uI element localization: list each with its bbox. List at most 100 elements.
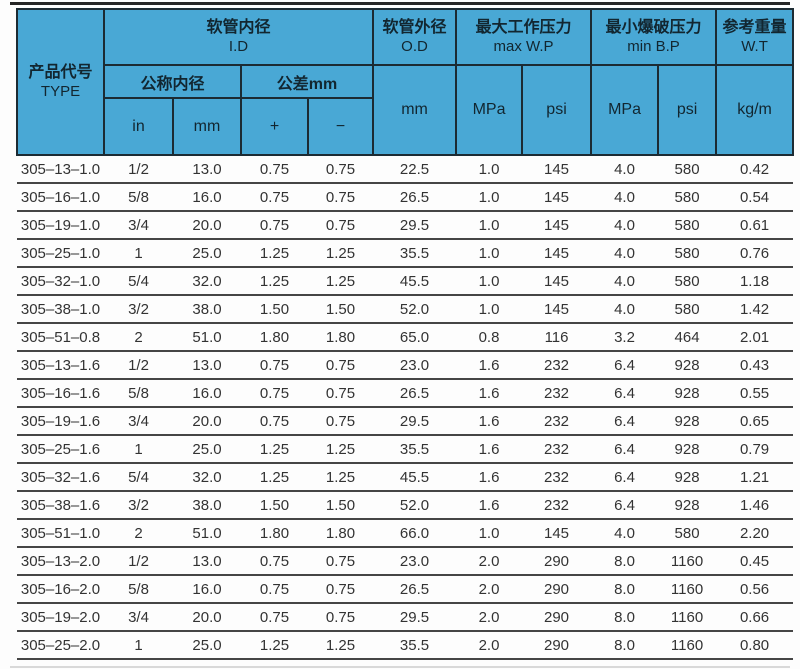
cell-wt-kgm: 0.55	[716, 379, 794, 408]
table-row: 305–38–1.6 3/2 38.0 1.50 1.50 52.0 1.6 232 6.4 92…	[17, 491, 794, 520]
cell-od-mm: 35.5	[373, 239, 457, 268]
cell-wp-psi: 145	[522, 155, 592, 184]
cell-bp-mpa: 4.0	[591, 267, 659, 296]
table-row: 305–25–1.0 1 25.0 1.25 1.25 35.5 1.0 145 4.0 580 0…	[17, 239, 794, 268]
cell-wp-psi: 290	[522, 631, 592, 660]
cell-tol-minus: 1.50	[308, 295, 374, 324]
cell-type: 305–16–1.6	[17, 379, 104, 408]
col-header-id-mm: mm	[172, 97, 242, 156]
cell-wt-kgm: 2.20	[716, 519, 794, 548]
cell-tol-minus: 1.25	[308, 239, 374, 268]
cell-id-mm: 25.0	[173, 631, 241, 660]
cell-wp-mpa: 2.0	[456, 547, 523, 576]
cell-tol-minus: 0.75	[308, 155, 374, 184]
cell-bp-mpa: 4.0	[591, 519, 659, 548]
cell-bp-psi: 580	[658, 183, 717, 212]
cell-wp-psi: 145	[522, 519, 592, 548]
cell-wt-kgm: 0.76	[716, 239, 794, 268]
minus-label: −	[335, 117, 346, 135]
cell-tol-plus: 1.25	[241, 239, 308, 268]
col-header-outer-diameter: 软管外径 O.D	[372, 8, 458, 66]
cell-wp-psi: 232	[522, 463, 592, 492]
wp-label-en: max W.P	[493, 38, 554, 56]
col-header-tol-minus: −	[306, 97, 375, 156]
cell-id-mm: 20.0	[173, 407, 241, 436]
cell-id-in: 1	[104, 435, 173, 464]
cell-type: 305–16–1.0	[17, 183, 104, 212]
col-header-nominal-id: 公称内径	[103, 64, 242, 99]
cell-od-mm: 52.0	[373, 295, 457, 324]
cell-tol-minus: 1.25	[308, 435, 374, 464]
cell-bp-psi: 928	[658, 351, 717, 380]
cell-id-mm: 32.0	[173, 267, 241, 296]
cell-od-mm: 65.0	[373, 323, 457, 352]
cell-wp-mpa: 0.8	[456, 323, 523, 352]
cell-id-in: 2	[104, 519, 173, 548]
cell-tol-plus: 0.75	[241, 379, 308, 408]
bottom-divider	[10, 666, 790, 668]
cell-tol-plus: 0.75	[241, 183, 308, 212]
table-row: 305–13–2.0 1/2 13.0 0.75 0.75 23.0 2.0 290 8.0 11…	[17, 547, 794, 576]
cell-od-mm: 29.5	[373, 211, 457, 240]
cell-bp-mpa: 3.2	[591, 323, 659, 352]
cell-wp-psi: 290	[522, 547, 592, 576]
cell-type: 305–19–1.0	[17, 211, 104, 240]
cell-tol-plus: 0.75	[241, 351, 308, 380]
table-row: 305–25–1.6 1 25.0 1.25 1.25 35.5 1.6 232 6.4 928 0…	[17, 435, 794, 464]
cell-wp-mpa: 2.0	[456, 575, 523, 604]
cell-bp-mpa: 4.0	[591, 239, 659, 268]
col-header-wp-psi: psi	[521, 64, 593, 156]
wp-mpa-label: MPa	[472, 101, 506, 118]
cell-id-mm: 38.0	[173, 491, 241, 520]
cell-wp-psi: 232	[522, 351, 592, 380]
cell-bp-mpa: 8.0	[591, 603, 659, 632]
cell-wp-mpa: 2.0	[456, 603, 523, 632]
cell-id-in: 5/4	[104, 463, 173, 492]
cell-id-in: 1/2	[104, 155, 173, 184]
cell-bp-psi: 464	[658, 323, 717, 352]
cell-wt-kgm: 0.66	[716, 603, 794, 632]
cell-wp-mpa: 1.6	[456, 491, 523, 520]
header-row-3: in mm + −	[17, 97, 793, 156]
od-unit-label: mm	[401, 101, 428, 118]
cell-id-in: 1	[104, 239, 173, 268]
cell-id-in: 5/4	[104, 267, 173, 296]
cell-wp-mpa: 1.0	[456, 211, 523, 240]
cell-id-mm: 16.0	[173, 379, 241, 408]
cell-wp-mpa: 2.0	[456, 631, 523, 660]
cell-tol-minus: 0.75	[308, 211, 374, 240]
cell-id-mm: 13.0	[173, 547, 241, 576]
cell-wt-kgm: 1.21	[716, 463, 794, 492]
cell-wp-mpa: 1.0	[456, 295, 523, 324]
cell-type: 305–32–1.0	[17, 267, 104, 296]
table-body: 305–13–1.0 1/2 13.0 0.75 0.75 22.5 1.0 145 4.0 58…	[17, 155, 794, 660]
cell-bp-mpa: 6.4	[591, 463, 659, 492]
cell-id-mm: 32.0	[173, 463, 241, 492]
od-label-cn: 软管外径	[382, 18, 447, 36]
cell-wt-kgm: 0.43	[716, 351, 794, 380]
cell-tol-plus: 0.75	[241, 211, 308, 240]
cell-bp-mpa: 6.4	[591, 379, 659, 408]
cell-bp-mpa: 4.0	[591, 211, 659, 240]
bp-mpa-label: MPa	[608, 101, 641, 118]
table-row: 305–19–1.6 3/4 20.0 0.75 0.75 29.5 1.6 232 6.4 92…	[17, 407, 794, 436]
cell-bp-psi: 580	[658, 239, 717, 268]
cell-tol-minus: 0.75	[308, 575, 374, 604]
header-row-2: 公称内径 公差mm mm MPa psi MPa psi	[17, 64, 795, 156]
cell-wt-kgm: 0.54	[716, 183, 794, 212]
in-label: in	[132, 117, 145, 135]
cell-wp-psi: 145	[522, 267, 592, 296]
wt-label-en: W.T	[741, 38, 768, 56]
table-row: 305–32–1.0 5/4 32.0 1.25 1.25 45.5 1.0 145 4.0 58…	[17, 267, 794, 296]
cell-wp-psi: 145	[522, 211, 592, 240]
cell-id-in: 1/2	[104, 351, 173, 380]
cell-id-mm: 25.0	[173, 239, 241, 268]
cell-id-mm: 16.0	[173, 183, 241, 212]
cell-od-mm: 26.5	[373, 183, 457, 212]
cell-id-mm: 16.0	[173, 575, 241, 604]
cell-id-mm: 25.0	[173, 435, 241, 464]
cell-type: 305–13–1.0	[17, 155, 104, 184]
cell-bp-psi: 580	[658, 155, 717, 184]
cell-tol-plus: 1.80	[241, 323, 308, 352]
